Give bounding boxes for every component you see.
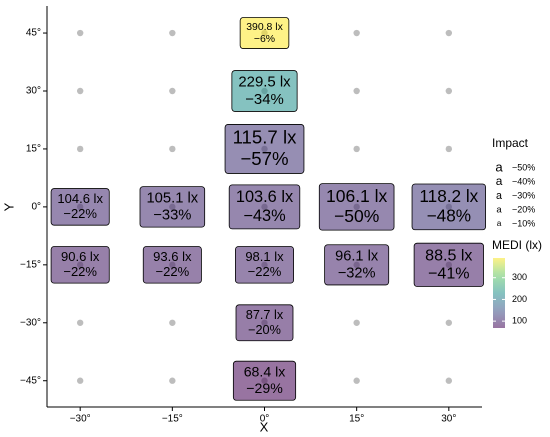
grid-point [76, 145, 84, 153]
x-tick-label: −30° [70, 414, 91, 425]
x-tick-label: 0° [260, 414, 270, 425]
medi-label: 88.5 lx [425, 246, 472, 264]
y-tick-label: −15° [20, 259, 41, 270]
color-tick-label: 300 [512, 272, 527, 282]
grid-point [169, 87, 176, 95]
impact-label: −43% [243, 207, 285, 225]
label-box [413, 242, 484, 287]
medi-label: 96.1 lx [335, 249, 379, 265]
label-box [232, 360, 297, 401]
impact-label: −41% [428, 265, 470, 283]
color-bar [493, 258, 505, 328]
label-box [235, 246, 294, 284]
impact-label: −22% [248, 264, 282, 279]
medi-label: 106.1 lx [326, 186, 388, 206]
label-box [324, 244, 390, 286]
grid-point [353, 87, 360, 95]
label-box [235, 304, 294, 342]
impact-label: −22% [63, 264, 97, 279]
color-tick-label: 200 [512, 294, 527, 304]
size-legend-label: −40% [512, 176, 535, 186]
medi-label: 90.6 lx [61, 249, 100, 264]
impact-label: −29% [246, 380, 283, 396]
y-tick-label: 15° [26, 144, 41, 155]
label-box [224, 124, 305, 174]
medi-label: 390.8 lx [246, 22, 283, 33]
size-legend-label: −20% [512, 204, 535, 214]
x-axis-title: X [260, 419, 269, 434]
y-tick-label: −30° [20, 317, 41, 328]
medi-label: 104.6 lx [57, 191, 103, 206]
grid-point [445, 145, 453, 153]
label-box [231, 70, 298, 112]
size-legend-title: Impact [492, 136, 529, 150]
grid-point [169, 319, 176, 326]
x-tick-label: −15° [162, 414, 183, 425]
grid-point [169, 377, 176, 384]
medi-label: 105.1 lx [146, 191, 198, 207]
grid-point [353, 319, 360, 326]
grid-point [76, 29, 84, 37]
size-legend-key: a [496, 205, 502, 216]
impact-label: −50% [334, 206, 379, 226]
label-box [411, 183, 487, 231]
grid-point [445, 29, 453, 37]
x-tick-label: 30° [441, 414, 456, 425]
impact-label: −48% [427, 206, 471, 226]
size-legend-label: −50% [512, 162, 535, 172]
label-box [50, 188, 110, 226]
medi-label: 87.7 lx [246, 308, 284, 322]
label-box [142, 246, 202, 284]
impact-label: −22% [156, 264, 190, 279]
y-tick-label: −45° [20, 375, 41, 386]
grid-point [76, 319, 84, 326]
size-legend-key: a [497, 218, 502, 228]
impact-label: −57% [240, 148, 288, 169]
grid-point [353, 145, 360, 153]
medi-label: 115.7 lx [233, 127, 297, 148]
impact-label: −34% [245, 91, 284, 108]
impact-label: −22% [63, 206, 97, 221]
label-box [318, 183, 395, 231]
impact-label: −32% [338, 265, 376, 281]
color-legend-title: MEDI (lx) [492, 238, 542, 252]
medi-label: 229.5 lx [238, 74, 291, 91]
grid-point [445, 377, 453, 384]
label-box [228, 184, 301, 230]
y-axis-title: Y [1, 202, 16, 211]
medi-label: 118.2 lx [419, 186, 478, 206]
size-legend-key: a [496, 174, 503, 188]
y-tick-label: 30° [26, 86, 41, 97]
medi-label: 93.6 lx [153, 249, 192, 264]
label-box [139, 186, 206, 228]
size-legend-key: a [495, 159, 503, 174]
grid-point [169, 145, 176, 153]
size-legend-label: −30% [512, 190, 535, 200]
grid-point [353, 29, 360, 37]
grid-point [169, 29, 176, 37]
medi-label: 103.6 lx [236, 188, 293, 206]
grid-point [353, 377, 360, 384]
grid-point [445, 87, 453, 95]
grid-point [445, 319, 453, 326]
impact-label: −6% [254, 34, 275, 45]
medi-label: 98.1 lx [245, 249, 284, 264]
y-tick-label: 45° [26, 28, 41, 39]
label-box [239, 17, 290, 49]
size-legend-label: −10% [512, 218, 535, 228]
y-tick-label: 0° [31, 202, 41, 213]
size-legend-key: a [496, 190, 502, 202]
grid-point [76, 377, 84, 384]
impact-label: −20% [248, 323, 281, 337]
x-tick-label: 15° [349, 414, 364, 425]
impact-label: −33% [153, 208, 191, 224]
label-box [50, 246, 110, 284]
color-tick-label: 100 [512, 316, 527, 326]
medi-label: 68.4 lx [244, 364, 286, 380]
grid-point [76, 87, 84, 95]
